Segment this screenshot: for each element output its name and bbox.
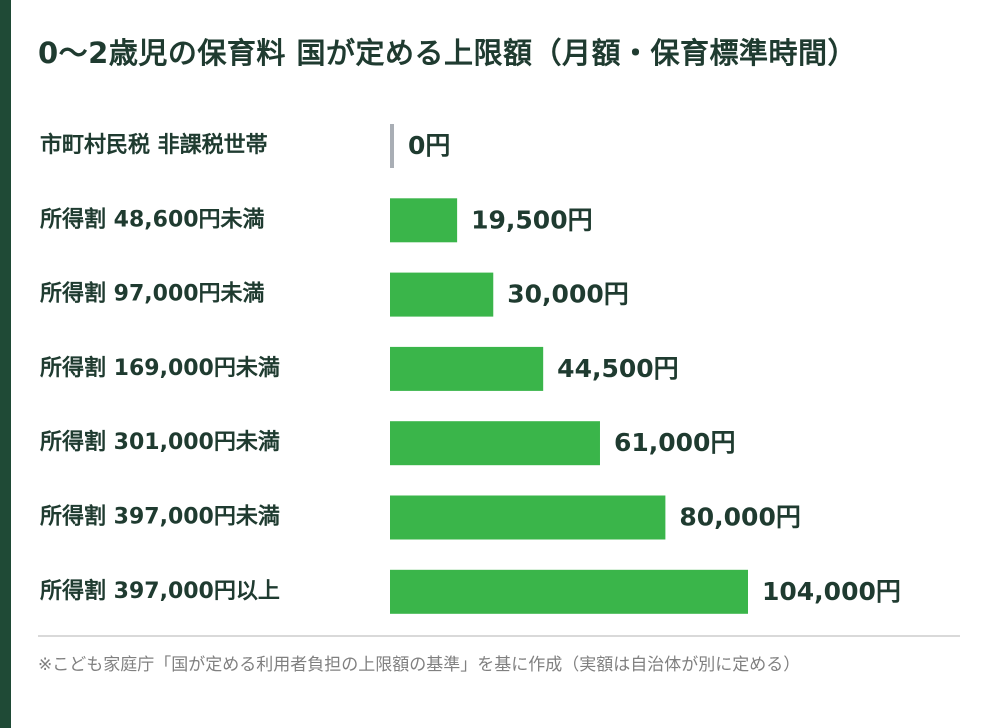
footnote: ※こども家庭庁「国が定める利用者負担の上限額の基準」を基に作成（実額は自治体が別… <box>38 655 801 675</box>
category-label: 所得割 301,000円未満 <box>40 429 280 455</box>
bar-value-label: 104,000円 <box>762 577 901 606</box>
category-label: 所得割 397,000円未満 <box>40 504 280 530</box>
bar-value-label: 0円 <box>408 131 450 160</box>
category-label: 所得割 169,000円未満 <box>40 355 280 381</box>
category-label: 市町村民税 非課税世帯 <box>40 132 268 158</box>
bar-value-label: 61,000円 <box>614 428 735 457</box>
bar <box>390 421 600 466</box>
bar-zero-marker <box>390 124 394 168</box>
footnote-divider <box>38 635 960 637</box>
category-label: 所得割 48,600円未満 <box>40 206 265 232</box>
bar <box>390 495 666 540</box>
chart-title: 0〜2歳児の保育料 国が定める上限額（月額・保育標準時間） <box>38 36 857 70</box>
bar-value-label: 19,500円 <box>471 205 592 234</box>
left-accent-bar <box>0 0 11 728</box>
bar <box>390 346 544 391</box>
bar <box>390 198 458 243</box>
bar <box>390 272 494 317</box>
category-label: 所得割 97,000円未満 <box>40 281 265 307</box>
category-label: 所得割 397,000円以上 <box>40 578 280 604</box>
bar-value-label: 30,000円 <box>507 280 628 309</box>
bar-value-label: 44,500円 <box>557 354 678 383</box>
bar <box>390 569 748 614</box>
bar-value-label: 80,000円 <box>679 503 800 532</box>
